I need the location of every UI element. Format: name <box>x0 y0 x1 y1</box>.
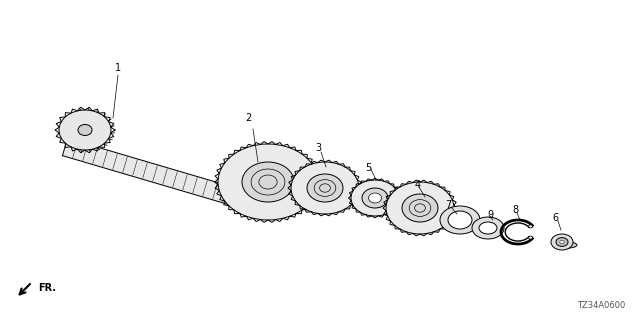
Ellipse shape <box>78 124 92 135</box>
Ellipse shape <box>402 194 438 222</box>
Ellipse shape <box>472 217 504 239</box>
Ellipse shape <box>560 240 564 244</box>
Ellipse shape <box>529 225 532 228</box>
Text: FR.: FR. <box>38 283 56 293</box>
Ellipse shape <box>369 193 381 203</box>
Text: 4: 4 <box>415 180 421 190</box>
Text: 2: 2 <box>245 113 251 123</box>
Ellipse shape <box>551 234 573 250</box>
Ellipse shape <box>556 237 568 246</box>
Text: 1: 1 <box>115 63 121 73</box>
Ellipse shape <box>291 162 359 214</box>
Text: 5: 5 <box>365 163 371 173</box>
Ellipse shape <box>479 222 497 234</box>
Ellipse shape <box>386 182 454 234</box>
Ellipse shape <box>59 110 111 150</box>
Ellipse shape <box>440 206 480 234</box>
Ellipse shape <box>362 188 388 208</box>
Text: 9: 9 <box>487 210 493 220</box>
Polygon shape <box>63 138 248 209</box>
Ellipse shape <box>218 144 318 220</box>
Ellipse shape <box>232 180 332 202</box>
Text: TZ34A0600: TZ34A0600 <box>577 301 625 310</box>
Ellipse shape <box>242 162 294 202</box>
Text: 3: 3 <box>315 143 321 153</box>
Ellipse shape <box>529 236 532 239</box>
Ellipse shape <box>555 242 577 248</box>
Text: 6: 6 <box>552 213 558 223</box>
Ellipse shape <box>307 174 343 202</box>
Text: 8: 8 <box>512 205 518 215</box>
Ellipse shape <box>351 180 399 216</box>
Ellipse shape <box>448 211 472 229</box>
Text: 7: 7 <box>445 200 451 210</box>
